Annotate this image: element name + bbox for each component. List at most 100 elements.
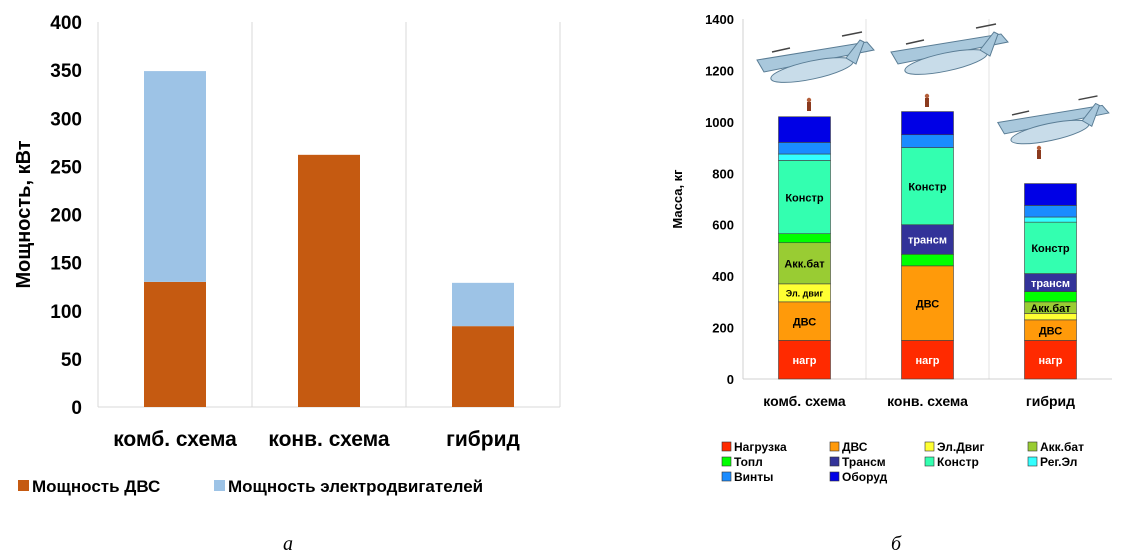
data-label: Эл. двиг xyxy=(786,288,824,298)
wing-shape xyxy=(890,33,1009,65)
y-tick-label: 0 xyxy=(727,372,734,387)
legend-swatch xyxy=(721,441,732,452)
bar-segment xyxy=(901,253,954,267)
legend-swatch xyxy=(924,456,935,467)
person-body xyxy=(807,102,811,111)
legend-label: Топл xyxy=(734,455,763,469)
data-label: нагр xyxy=(1038,355,1062,367)
legend-label: Оборуд xyxy=(842,470,888,484)
person-head xyxy=(806,97,812,103)
x-tick-label: гибрид xyxy=(1026,393,1075,409)
bar-segment xyxy=(778,142,831,155)
person-icon xyxy=(1036,145,1042,159)
legend-label: Акк.бат xyxy=(1040,440,1084,454)
y-tick-label: 1400 xyxy=(705,12,734,27)
data-label: Акк.бат xyxy=(1030,303,1071,315)
x-tick-label: конв. схема xyxy=(887,393,968,409)
x-tick-label: комб. схема xyxy=(113,428,237,451)
y-tick-label: 1200 xyxy=(705,63,734,78)
person-icon xyxy=(924,93,930,107)
legend-label: Рег.Эл xyxy=(1040,455,1077,469)
legend-swatch xyxy=(214,480,225,491)
data-label: нагр xyxy=(915,355,939,367)
tail-shape xyxy=(845,39,865,65)
data-label: ДВС xyxy=(1039,325,1062,337)
aircraft-icon-hybrid xyxy=(996,95,1110,145)
legend-label: Мощность электродвигателей xyxy=(228,477,483,496)
legend-swatch xyxy=(18,480,29,491)
bar-segment xyxy=(298,154,360,407)
wing-shape xyxy=(756,41,875,73)
data-label: Констр xyxy=(1031,243,1070,255)
rotor-shape xyxy=(1011,110,1030,116)
legend-label: ДВС xyxy=(842,440,868,454)
legend-swatch xyxy=(829,471,840,482)
rotor-shape xyxy=(975,23,997,29)
x-tick-label: конв. схема xyxy=(268,428,390,451)
bar-segment xyxy=(1024,291,1077,303)
bar-segment xyxy=(1024,216,1077,223)
aircraft-illustrations xyxy=(756,23,1110,159)
bar-segment xyxy=(901,134,954,148)
y-tick-label: 50 xyxy=(61,350,82,371)
y-tick-label: 0 xyxy=(71,398,82,419)
data-label: Констр xyxy=(785,192,824,204)
data-label: ДВС xyxy=(793,316,816,328)
bar-segment xyxy=(901,147,954,226)
bar-segment xyxy=(778,153,831,161)
y-axis-title: Мощность, кВт xyxy=(13,140,35,288)
legend-label: Трансм xyxy=(842,455,886,469)
y-tick-label: 600 xyxy=(712,218,734,233)
data-label: трансм xyxy=(908,235,947,247)
tail-shape xyxy=(979,31,999,57)
rotor-shape xyxy=(771,47,791,53)
legend-label: Эл.Двиг xyxy=(937,440,985,454)
legend-swatch xyxy=(829,441,840,452)
y-tick-label: 100 xyxy=(50,302,82,323)
y-tick-label: 200 xyxy=(712,321,734,336)
legend-swatch xyxy=(721,471,732,482)
rotor-shape xyxy=(841,31,863,37)
y-tick-label: 800 xyxy=(712,166,734,181)
legend-label: Нагрузка xyxy=(734,440,787,454)
bar-segment xyxy=(1024,183,1077,206)
bar-segment xyxy=(144,71,206,282)
legend-swatch xyxy=(924,441,935,452)
y-tick-label: 150 xyxy=(50,254,82,275)
x-tick-label: комб. схема xyxy=(763,393,846,409)
legend-swatch xyxy=(829,456,840,467)
tail-shape xyxy=(1081,102,1100,128)
bar-segment xyxy=(1024,221,1077,274)
bar-segment xyxy=(778,340,831,380)
y-tick-label: 250 xyxy=(50,157,82,178)
person-body xyxy=(925,98,929,107)
person-icon xyxy=(806,97,812,111)
bar-segment xyxy=(1024,205,1077,218)
data-label: трансм xyxy=(1031,278,1070,290)
bar-segment xyxy=(901,340,954,380)
bar-segment xyxy=(901,111,954,136)
bar-segment xyxy=(778,116,831,143)
legend-label: Мощность ДВС xyxy=(32,477,160,496)
bar-segment xyxy=(901,265,954,341)
y-axis-title: Масса, кг xyxy=(670,169,685,229)
x-tick-label: гибрид xyxy=(446,428,520,451)
aircraft-icon-combined xyxy=(756,31,875,83)
person-body xyxy=(1037,150,1041,159)
legend-label: Констр xyxy=(937,455,979,469)
data-label: Акк.бат xyxy=(784,258,825,270)
legend-label: Винты xyxy=(734,470,773,484)
power-chart: 0 50 100 150 200 250 300 350 400 Мощность, кВт ком… xyxy=(13,13,561,496)
bar-segment xyxy=(452,282,514,327)
wing-shape xyxy=(996,104,1110,135)
caption-b: б xyxy=(891,533,902,555)
mass-chart: 0 200 400 600 800 1000 1200 1400 Масса, кг нагр ДВ… xyxy=(670,12,1112,484)
rotor-shape xyxy=(905,39,925,45)
person-head xyxy=(1036,145,1042,151)
bar-segment xyxy=(778,301,831,341)
y-tick-label: 1000 xyxy=(705,115,734,130)
y-tick-label: 200 xyxy=(50,206,82,227)
y-tick-label: 400 xyxy=(50,13,82,34)
legend-swatch xyxy=(1027,456,1038,467)
